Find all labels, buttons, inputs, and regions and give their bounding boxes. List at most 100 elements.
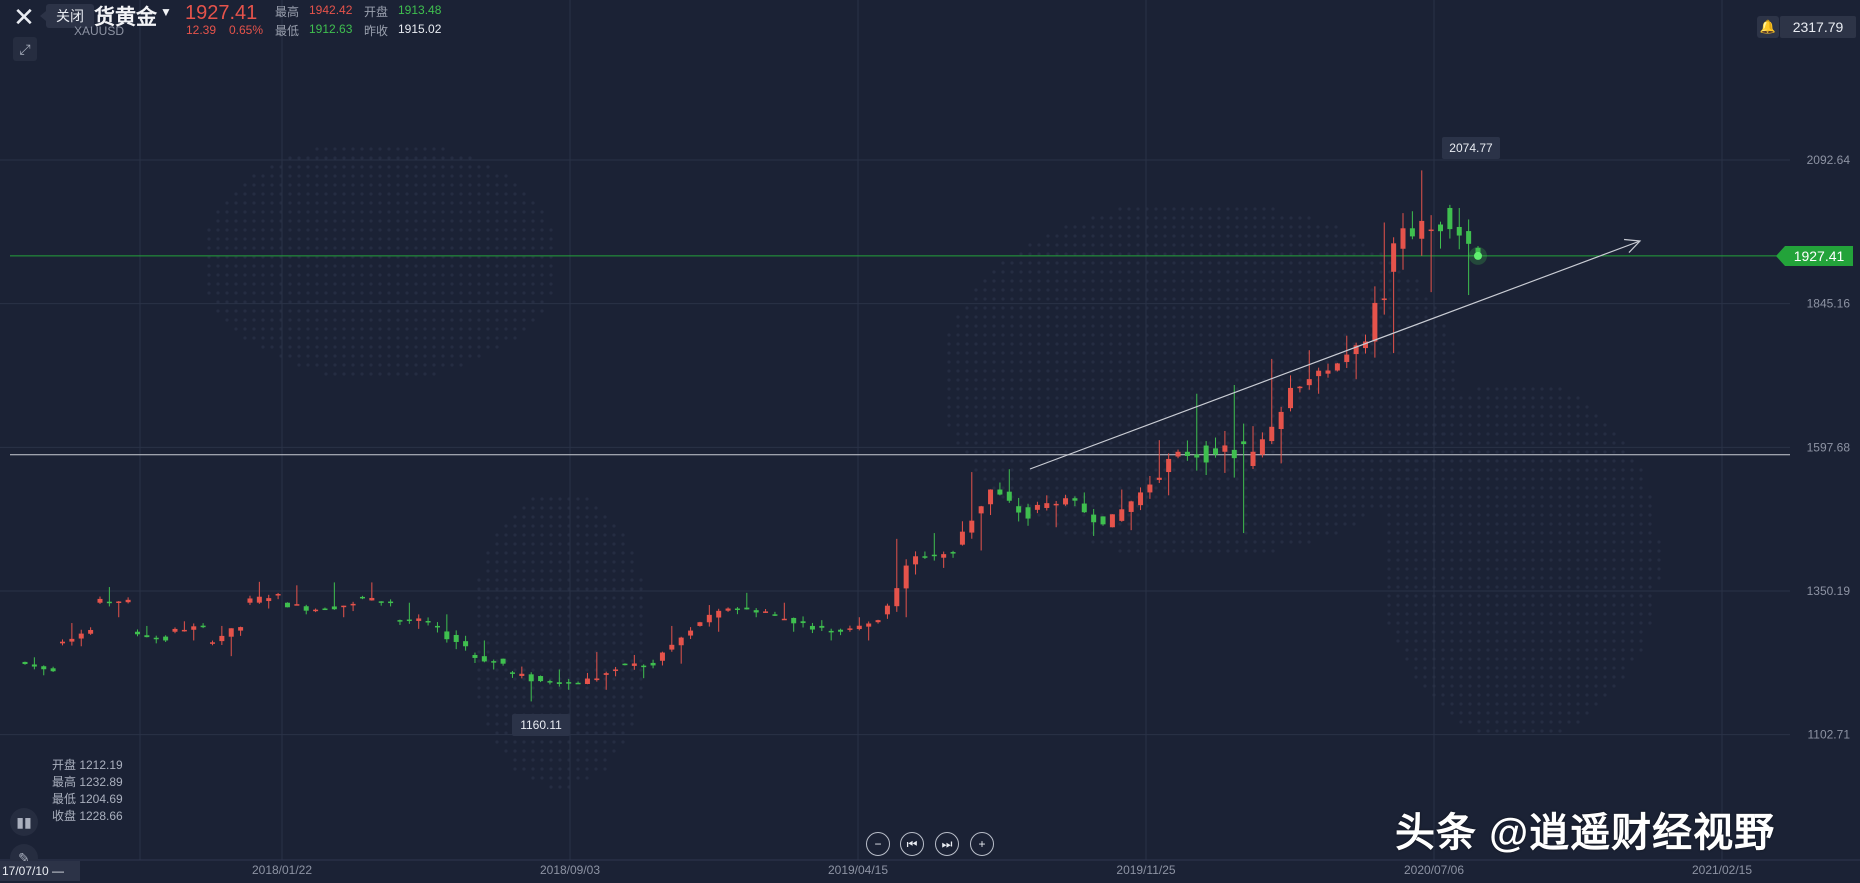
candle-body[interactable] bbox=[1091, 514, 1097, 523]
candle-body[interactable] bbox=[238, 627, 244, 631]
candle-body[interactable] bbox=[828, 630, 834, 633]
candle-body[interactable] bbox=[266, 598, 272, 602]
candle-body[interactable] bbox=[697, 622, 703, 626]
candle-body[interactable] bbox=[106, 601, 112, 604]
candle-body[interactable] bbox=[959, 531, 965, 545]
candle-body[interactable] bbox=[781, 618, 787, 621]
candle-body[interactable] bbox=[294, 604, 300, 606]
candle-body[interactable] bbox=[313, 609, 319, 612]
candle-body[interactable] bbox=[1334, 363, 1340, 371]
candle-body[interactable] bbox=[181, 629, 187, 632]
candle-body[interactable] bbox=[1128, 501, 1134, 512]
candle-body[interactable] bbox=[1316, 370, 1322, 377]
candle-body[interactable] bbox=[491, 661, 497, 663]
candle-body[interactable] bbox=[772, 614, 778, 616]
candle-body[interactable] bbox=[941, 554, 947, 558]
candle-body[interactable] bbox=[1025, 507, 1031, 519]
candle-body[interactable] bbox=[1353, 345, 1359, 355]
candle-body[interactable] bbox=[1147, 484, 1153, 493]
candle-body[interactable] bbox=[922, 556, 928, 558]
candle-body[interactable] bbox=[444, 631, 450, 640]
candle-body[interactable] bbox=[1363, 341, 1369, 349]
close-icon[interactable]: ✕ bbox=[13, 2, 35, 32]
candle-body[interactable] bbox=[1438, 224, 1444, 232]
candle-body[interactable] bbox=[22, 661, 28, 665]
candle-body[interactable] bbox=[1100, 516, 1106, 525]
candle-body[interactable] bbox=[1325, 370, 1331, 374]
candle-body[interactable] bbox=[1250, 451, 1256, 466]
candle-body[interactable] bbox=[866, 623, 872, 627]
candle-body[interactable] bbox=[650, 662, 656, 666]
candle-body[interactable] bbox=[894, 588, 900, 607]
candle-body[interactable] bbox=[116, 601, 122, 603]
candle-body[interactable] bbox=[1297, 386, 1303, 389]
candle-body[interactable] bbox=[228, 628, 234, 637]
candle-body[interactable] bbox=[800, 621, 806, 624]
candle-body[interactable] bbox=[172, 628, 178, 632]
candle-body[interactable] bbox=[369, 597, 375, 601]
candle-body[interactable] bbox=[275, 594, 281, 596]
candle-body[interactable] bbox=[378, 601, 384, 603]
candle-body[interactable] bbox=[809, 625, 815, 630]
candle-body[interactable] bbox=[753, 610, 759, 613]
candle-body[interactable] bbox=[1222, 445, 1228, 452]
candle-body[interactable] bbox=[78, 633, 84, 639]
candle-body[interactable] bbox=[1278, 411, 1284, 430]
candle-body[interactable] bbox=[903, 565, 909, 589]
candle-body[interactable] bbox=[434, 625, 440, 628]
candle-body[interactable] bbox=[144, 635, 150, 638]
candle-body[interactable] bbox=[191, 626, 197, 630]
candle-body[interactable] bbox=[950, 552, 956, 554]
candle-body[interactable] bbox=[472, 654, 478, 658]
candle-body[interactable] bbox=[1203, 445, 1209, 463]
candle-body[interactable] bbox=[1306, 379, 1312, 386]
candle-body[interactable] bbox=[453, 634, 459, 642]
candle-body[interactable] bbox=[509, 672, 515, 674]
candle-body[interactable] bbox=[1400, 228, 1406, 249]
candle-body[interactable] bbox=[1288, 387, 1294, 409]
candle-body[interactable] bbox=[1194, 454, 1200, 458]
candle-body[interactable] bbox=[1381, 298, 1387, 301]
candle-body[interactable] bbox=[1166, 458, 1172, 473]
candle-body[interactable] bbox=[547, 681, 553, 683]
candle-body[interactable] bbox=[500, 658, 506, 664]
candle-body[interactable] bbox=[1466, 231, 1472, 244]
candle-body[interactable] bbox=[341, 605, 347, 608]
zoom-in-icon[interactable]: + bbox=[970, 832, 994, 856]
candle-body[interactable] bbox=[41, 666, 47, 670]
candle-body[interactable] bbox=[669, 644, 675, 650]
candle-body[interactable] bbox=[791, 617, 797, 624]
candle-body[interactable] bbox=[603, 673, 609, 675]
candle-body[interactable] bbox=[659, 652, 665, 661]
candle-body[interactable] bbox=[1391, 243, 1397, 272]
candle-body[interactable] bbox=[641, 665, 647, 668]
candle-body[interactable] bbox=[734, 608, 740, 611]
candle-body[interactable] bbox=[247, 598, 253, 603]
candle-body[interactable] bbox=[1072, 498, 1078, 501]
candle-body[interactable] bbox=[388, 601, 394, 604]
candle-body[interactable] bbox=[1109, 514, 1115, 528]
candle-body[interactable] bbox=[331, 606, 337, 610]
chevron-down-icon[interactable]: ▼ bbox=[160, 5, 172, 19]
candle-body[interactable] bbox=[69, 638, 75, 642]
candle-body[interactable] bbox=[538, 676, 544, 682]
prev-icon[interactable]: ⏮ bbox=[900, 832, 924, 856]
candle-body[interactable] bbox=[31, 664, 37, 667]
candle-body[interactable] bbox=[322, 608, 328, 611]
candle-body[interactable] bbox=[397, 620, 403, 622]
candle-body[interactable] bbox=[284, 602, 290, 608]
symbol-name[interactable]: 货黄金 bbox=[94, 6, 157, 29]
candle-body[interactable] bbox=[1034, 504, 1040, 510]
candle-body[interactable] bbox=[1344, 354, 1350, 363]
candle-body[interactable] bbox=[622, 663, 628, 666]
candle-body[interactable] bbox=[1372, 302, 1378, 342]
bell-icon[interactable]: 🔔 bbox=[1757, 16, 1779, 38]
candle-body[interactable] bbox=[219, 635, 225, 642]
candle-body[interactable] bbox=[566, 682, 572, 684]
candle-body[interactable] bbox=[528, 674, 534, 682]
candle-body[interactable] bbox=[97, 598, 103, 603]
candle-body[interactable] bbox=[725, 608, 731, 611]
candle-body[interactable] bbox=[1213, 448, 1219, 455]
candle-body[interactable] bbox=[1081, 503, 1087, 513]
candle-body[interactable] bbox=[744, 607, 750, 610]
